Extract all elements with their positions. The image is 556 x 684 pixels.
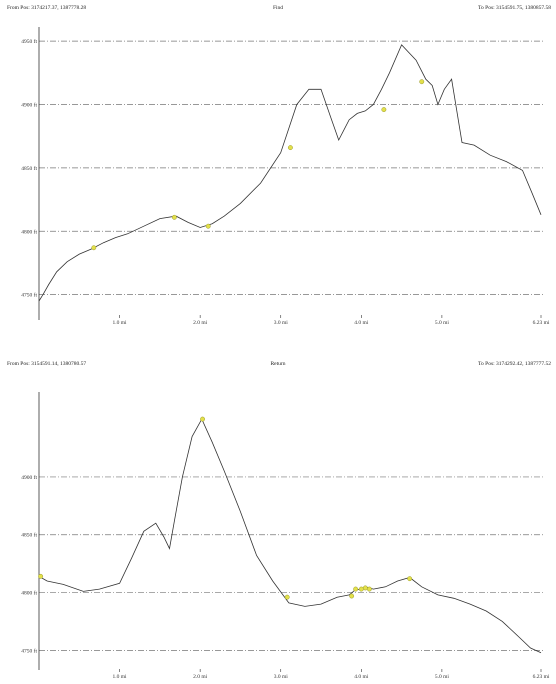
waypoint-marker	[419, 79, 425, 85]
chart-title: Find	[272, 5, 284, 11]
x-tick-label: 3.0 mi	[274, 674, 289, 680]
waypoint-marker	[362, 585, 368, 591]
x-tick-label: 6.23 mi	[533, 320, 550, 326]
from-position-label: From Pos: 3154591.14, 1380780.57	[7, 361, 87, 367]
waypoint-marker	[353, 586, 359, 592]
x-tick-label: 4.0 mi	[354, 320, 369, 326]
x-tick-label: 6.23 mi	[533, 674, 550, 680]
x-tick-label: 2.0 mi	[193, 320, 208, 326]
to-position-label: To Pos: 3154591.75, 1380857.58	[478, 5, 551, 11]
x-tick-label: 4.0 mi	[354, 674, 369, 680]
outbound-profile-panel: From Pos: 3174217.37, 1387778.28 Find To…	[0, 0, 556, 340]
waypoint-marker	[205, 223, 211, 229]
y-tick-label: 4850 ft	[21, 165, 37, 172]
y-tick-label: 4750 ft	[21, 647, 37, 654]
elevation-chart-find: 4750 ft 4800 ft 4850 ft 4900 ft 4950 ft 1.0 m…	[21, 27, 550, 326]
to-position-label: To Pos: 3174292.42, 1387777.52	[478, 361, 551, 367]
waypoint-marker	[91, 245, 97, 251]
elevation-chart-return: 4750 ft 4800 ft 4850 ft 4900 ft 1.0 mi 2.0 mi…	[21, 392, 550, 680]
waypoint-marker	[284, 594, 290, 600]
y-tick-label: 4850 ft	[21, 532, 37, 539]
waypoint-marker	[349, 593, 355, 599]
y-tick-label: 4800 ft	[21, 228, 37, 235]
waypoint-marker	[171, 214, 177, 220]
x-tick-label: 1.0 mi	[113, 674, 128, 680]
waypoint-marker	[366, 586, 372, 592]
x-tick-label: 5.0 mi	[435, 320, 450, 326]
waypoint-marker	[358, 586, 364, 592]
y-tick-label: 4900 ft	[21, 102, 37, 109]
from-position-label: From Pos: 3174217.37, 1387778.28	[7, 5, 87, 11]
elevation-profile-line	[38, 418, 542, 654]
chart-title: Return	[270, 361, 286, 367]
x-tick-label: 5.0 mi	[435, 674, 450, 680]
waypoint-marker	[38, 573, 44, 579]
waypoint-marker	[200, 416, 206, 422]
x-tick-label: 3.0 mi	[274, 320, 289, 326]
x-tick-label: 1.0 mi	[113, 320, 128, 326]
y-tick-label: 4950 ft	[21, 38, 37, 45]
waypoint-marker	[287, 145, 293, 151]
y-tick-label: 4800 ft	[21, 590, 37, 597]
return-profile-panel: From Pos: 3154591.14, 1380780.57 Return …	[0, 356, 556, 684]
elevation-profile-line	[38, 44, 542, 302]
y-tick-label: 4750 ft	[21, 292, 37, 299]
waypoint-marker	[381, 107, 387, 113]
waypoint-marker	[407, 576, 413, 582]
y-tick-label: 4900 ft	[21, 474, 37, 481]
x-tick-label: 2.0 mi	[193, 674, 208, 680]
